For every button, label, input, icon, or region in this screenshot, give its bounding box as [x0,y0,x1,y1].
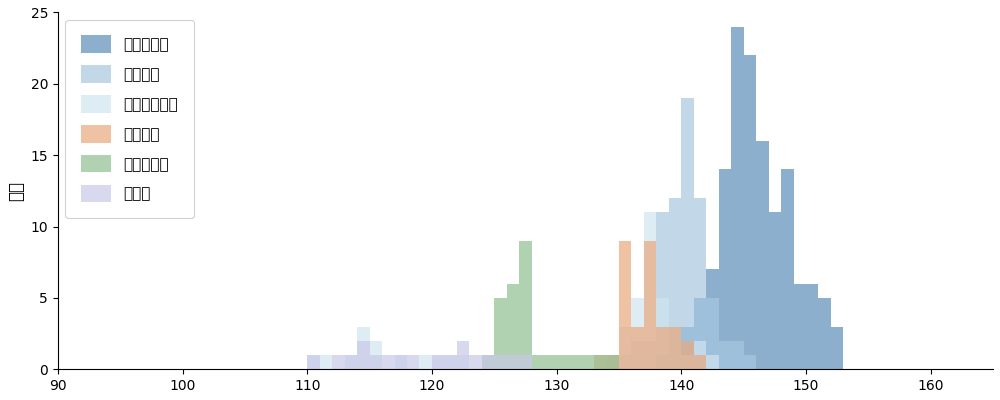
Bar [644,241,656,369]
Bar [631,298,644,369]
Bar [569,355,582,369]
Bar [557,355,569,369]
Bar [818,298,831,369]
Bar [644,341,656,369]
Bar [469,355,482,369]
Bar [607,355,619,369]
Legend: ストレート, シュート, カットボール, フォーク, スライダー, カーブ: ストレート, シュート, カットボール, フォーク, スライダー, カーブ [65,20,194,218]
Bar [594,355,607,369]
Bar [731,341,744,369]
Bar [731,27,744,369]
Bar [831,326,843,369]
Bar [656,298,669,369]
Bar [582,355,594,369]
Bar [744,355,756,369]
Bar [656,326,669,369]
Bar [494,355,507,369]
Bar [357,326,370,369]
Bar [631,341,644,369]
Bar [719,170,731,369]
Bar [482,355,494,369]
Bar [706,355,719,369]
Bar [607,355,619,369]
Bar [519,241,532,369]
Bar [719,341,731,369]
Bar [781,170,794,369]
Bar [644,212,656,369]
Bar [694,298,706,369]
Bar [494,298,507,369]
Bar [619,326,631,369]
Bar [519,355,532,369]
Bar [619,355,631,369]
Bar [706,270,719,369]
Bar [544,355,557,369]
Bar [744,55,756,369]
Bar [706,298,719,369]
Bar [669,341,681,369]
Bar [507,355,519,369]
Bar [769,212,781,369]
Bar [694,341,706,369]
Bar [681,341,694,369]
Bar [419,355,432,369]
Bar [631,326,644,369]
Bar [656,212,669,369]
Bar [794,284,806,369]
Bar [320,355,332,369]
Bar [457,341,469,369]
Bar [756,141,769,369]
Bar [806,284,818,369]
Bar [432,355,444,369]
Bar [694,355,706,369]
Bar [507,284,519,369]
Bar [345,355,357,369]
Bar [332,355,345,369]
Bar [444,355,457,369]
Bar [681,98,694,369]
Bar [532,355,544,369]
Bar [395,355,407,369]
Bar [669,341,681,369]
Bar [307,355,320,369]
Bar [357,341,370,369]
Bar [694,198,706,369]
Bar [669,326,681,369]
Bar [619,241,631,369]
Bar [370,341,382,369]
Bar [444,355,457,369]
Bar [307,355,320,369]
Bar [482,355,494,369]
Bar [345,355,357,369]
Bar [681,355,694,369]
Bar [607,355,619,369]
Bar [681,326,694,369]
Bar [457,355,469,369]
Bar [395,355,407,369]
Bar [382,355,395,369]
Y-axis label: 球数: 球数 [7,181,25,201]
Bar [594,355,607,369]
Bar [669,198,681,369]
Bar [432,355,444,369]
Bar [656,355,669,369]
Bar [370,355,382,369]
Bar [407,355,419,369]
